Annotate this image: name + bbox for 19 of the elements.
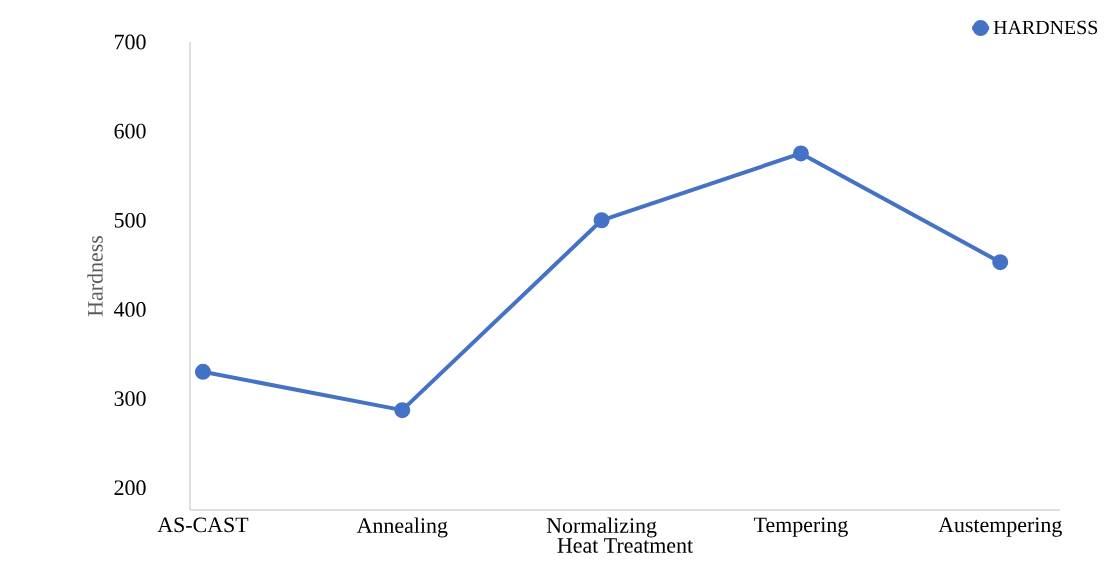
point <box>394 402 411 419</box>
point <box>992 254 1009 271</box>
point <box>194 363 211 380</box>
y-tick-label: 300 <box>114 391 146 406</box>
y-tick-label: 500 <box>114 212 146 228</box>
x-axis-title: Heat Treatment <box>557 538 693 553</box>
x-tick-label: Annealing <box>356 517 448 538</box>
x-tick-label: Normalizing <box>546 517 657 538</box>
y-tick-label: 700 <box>115 34 146 50</box>
x-tick-label: Tempering <box>753 517 848 537</box>
y-tick-label: 600 <box>114 123 146 139</box>
legend-label: HARDNESS <box>993 20 1098 35</box>
x-tick-label: AS-CAST <box>157 517 249 533</box>
x-tick-label: Austempering <box>938 517 1062 537</box>
point <box>593 212 610 229</box>
y-tick-label: 400 <box>114 302 146 317</box>
y-tick-label: 200 <box>114 480 146 496</box>
point <box>792 145 809 162</box>
y-axis-title: Hardness <box>87 236 103 317</box>
